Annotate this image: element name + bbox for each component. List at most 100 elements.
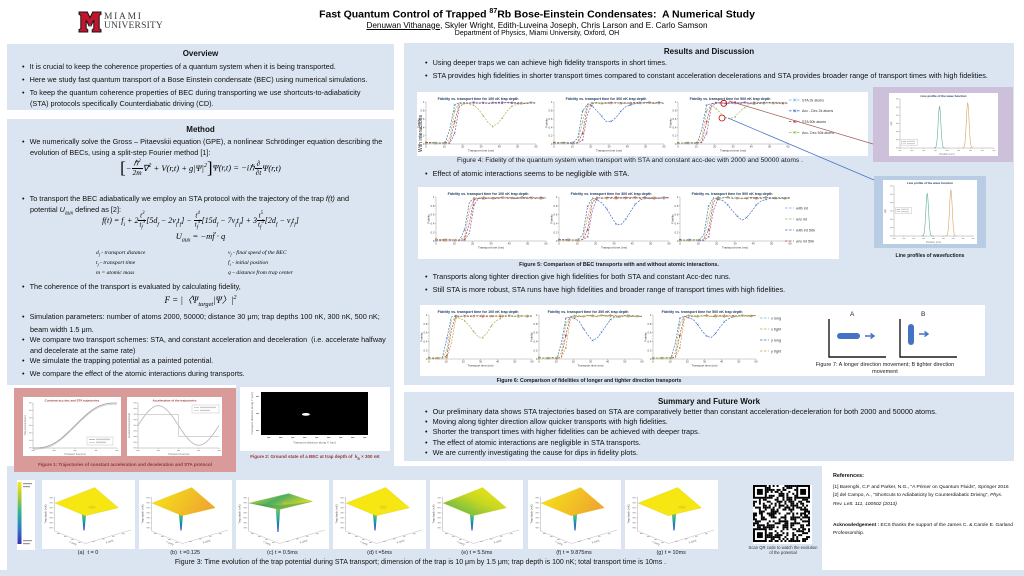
svg-text:Y (um): Y (um) [651, 540, 660, 547]
svg-text:30: 30 [703, 360, 707, 364]
svg-text:with int 50k: with int 50k [796, 228, 815, 232]
svg-text:0.6: 0.6 [675, 213, 679, 217]
svg-text:Trap depth (-nK): Trap depth (-nK) [43, 504, 47, 523]
svg-text:0.4: 0.4 [534, 340, 538, 344]
svg-text:0.6: 0.6 [534, 331, 538, 335]
svg-text:0.6: 0.6 [554, 213, 558, 217]
svg-text:0.6: 0.6 [648, 331, 652, 335]
svg-text:0.6: 0.6 [673, 117, 677, 121]
svg-text:1: 1 [536, 313, 538, 317]
svg-text:0: 0 [677, 239, 679, 243]
svg-text:1: 1 [675, 100, 677, 104]
svg-text:Transport time (ms): Transport time (ms) [722, 245, 748, 249]
svg-text:0.4: 0.4 [673, 125, 677, 129]
svg-text:0.4: 0.4 [648, 340, 652, 344]
svg-text:40: 40 [750, 145, 754, 149]
svg-text:0: 0 [650, 357, 652, 361]
svg-text:40: 40 [626, 145, 630, 149]
svg-text:40: 40 [498, 145, 502, 149]
svg-text:0: 0 [553, 145, 555, 149]
svg-text:50: 50 [644, 145, 648, 149]
svg-text:20: 20 [572, 360, 576, 364]
svg-text:60: 60 [544, 242, 548, 246]
svg-text:Trap depth (-nK): Trap depth (-nK) [140, 504, 144, 523]
svg-text:Fidelity: Fidelity [420, 332, 424, 342]
svg-text:Fidelity vs. transport time fo: Fidelity vs. transport time for 100 nK t… [438, 97, 519, 101]
svg-text:Fidelity: Fidelity [427, 214, 431, 224]
svg-text:Trap position(um): Trap position(um) [23, 415, 27, 435]
svg-text:0: 0 [425, 145, 427, 149]
svg-text:X (um): X (um) [396, 538, 405, 544]
svg-text:60: 60 [534, 145, 538, 149]
svg-text:0.8: 0.8 [421, 109, 425, 113]
svg-text:0.8: 0.8 [648, 322, 652, 326]
svg-text:Fidelity vs. transport time fo: Fidelity vs. transport time for 500 nK t… [662, 310, 743, 314]
svg-text:B: B [921, 311, 925, 318]
svg-text:1: 1 [677, 195, 679, 199]
svg-text:|ψ|²: |ψ|² [883, 209, 887, 213]
svg-text:10: 10 [669, 360, 673, 364]
svg-text:Fidelity: Fidelity [644, 332, 648, 342]
svg-text:Position (um): Position (um) [926, 240, 941, 244]
svg-text:0.8: 0.8 [673, 109, 677, 113]
svg-text:10: 10 [576, 242, 580, 246]
svg-text:0: 0 [536, 357, 538, 361]
svg-text:30: 30 [489, 242, 493, 246]
svg-text:0.4: 0.4 [424, 340, 428, 344]
svg-text:10: 10 [443, 145, 447, 149]
svg-text:Fidelity: Fidelity [550, 214, 554, 224]
svg-text:Acceleration(um/ms2): Acceleration(um/ms2) [127, 413, 131, 438]
svg-text:40: 40 [606, 360, 610, 364]
svg-text:0.6: 0.6 [421, 117, 425, 121]
svg-text:0: 0 [428, 360, 430, 364]
svg-text:1: 1 [551, 100, 553, 104]
svg-text:10: 10 [571, 145, 575, 149]
svg-text:0.2: 0.2 [673, 134, 677, 138]
svg-text:y long: y long [771, 338, 781, 342]
svg-text:X (um): X (um) [688, 538, 697, 544]
svg-text:0: 0 [677, 145, 679, 149]
svg-text:Fidelity vs. transport time fo: Fidelity vs. transport time for 100 nK t… [448, 192, 529, 196]
svg-text:0: 0 [426, 357, 428, 361]
svg-text:50: 50 [768, 145, 772, 149]
svg-text:60: 60 [786, 145, 790, 149]
svg-text:40: 40 [496, 360, 500, 364]
svg-text:0.2: 0.2 [421, 134, 425, 138]
svg-text:0: 0 [433, 239, 435, 243]
svg-text:X (um): X (um) [202, 538, 211, 544]
svg-text:Y (um): Y (um) [554, 540, 563, 547]
svg-text:Transport time (ms): Transport time (ms) [478, 245, 504, 249]
svg-text:30: 30 [479, 145, 483, 149]
svg-text:0: 0 [558, 242, 560, 246]
svg-text:Trap depth (-nK): Trap depth (-nK) [626, 504, 630, 523]
svg-text:Line profile of the wave funct: Line profile of the wave function [907, 181, 953, 185]
svg-text:0: 0 [679, 242, 681, 246]
svg-text:Trap depth (-nK): Trap depth (-nK) [237, 504, 241, 523]
svg-text:with int: with int [796, 206, 809, 210]
svg-text:30: 30 [733, 242, 737, 246]
svg-text:Y (um): Y (um) [165, 540, 174, 547]
svg-text:Fidelity: Fidelity [545, 118, 549, 128]
svg-text:20: 20 [715, 242, 719, 246]
svg-text:0: 0 [435, 242, 437, 246]
svg-text:10: 10 [445, 360, 449, 364]
svg-text:50: 50 [770, 242, 774, 246]
svg-text:0.8: 0.8 [554, 204, 558, 208]
svg-text:50: 50 [649, 242, 653, 246]
svg-text:1: 1 [650, 313, 652, 317]
svg-text:0.4: 0.4 [549, 125, 553, 129]
svg-text:40: 40 [508, 242, 512, 246]
svg-text:50: 50 [526, 242, 530, 246]
svg-text:0: 0 [652, 360, 654, 364]
svg-text:|ψ|²: |ψ|² [889, 121, 893, 125]
svg-text:60: 60 [788, 242, 792, 246]
svg-text:1: 1 [423, 100, 425, 104]
svg-text:Trap depth (-nK): Trap depth (-nK) [432, 504, 436, 523]
svg-text:0: 0 [538, 360, 540, 364]
svg-text:20: 20 [686, 360, 690, 364]
svg-text:w/o int: w/o int [796, 217, 808, 221]
svg-text:Trap depth (-nK): Trap depth (-nK) [529, 504, 533, 523]
svg-text:30: 30 [731, 145, 735, 149]
svg-text:1: 1 [426, 313, 428, 317]
svg-text:0: 0 [675, 142, 677, 146]
